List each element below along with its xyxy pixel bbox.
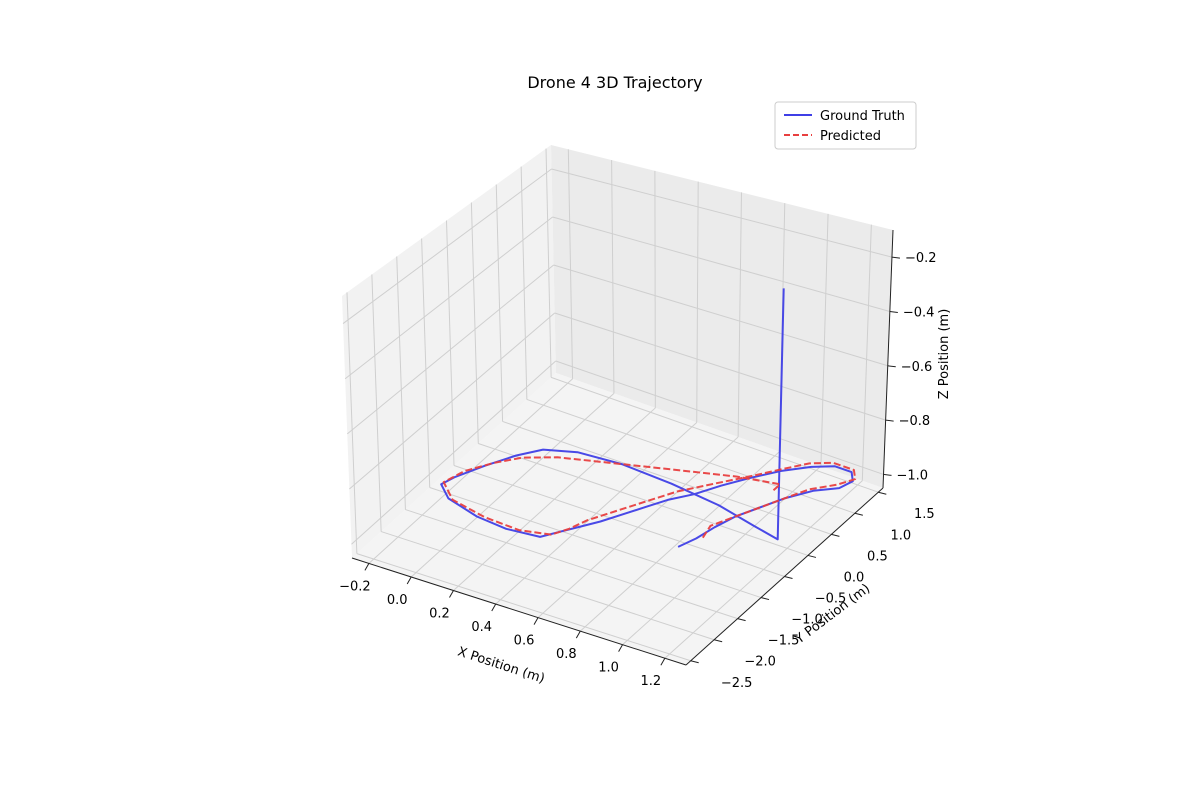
z-tick-label: −0.6 (901, 360, 933, 375)
grid-y-floor (429, 487, 762, 599)
grid-z-left (349, 312, 556, 490)
y-tick-mark (784, 576, 793, 579)
axis-panes (342, 145, 893, 665)
grid-y-left (470, 202, 479, 444)
chart-title: Drone 4 3D Trajectory (527, 73, 702, 92)
grid-x-back (861, 224, 872, 481)
z-tick-label: −0.2 (905, 251, 937, 266)
y-tick-mark (760, 597, 770, 601)
x-tick-label: 0.4 (471, 620, 492, 635)
grid-y-left (396, 256, 406, 510)
x-tick-mark (491, 603, 497, 612)
x-tick-mark (618, 644, 624, 652)
grid-z-left (342, 168, 552, 324)
grid-z-back (554, 312, 886, 421)
grid-y-floor (356, 553, 691, 662)
y-tick-mark (737, 618, 746, 622)
x-tick-mark (533, 617, 539, 625)
grid-y-left (545, 148, 552, 378)
ground-truth-trajectory-line (440, 288, 854, 548)
legend-frame (774, 101, 917, 150)
z-tick-label: −0.8 (899, 414, 931, 429)
legend-predicted-label: Predicted (820, 129, 881, 144)
grid-x-back (737, 192, 742, 438)
z-tick-mark (891, 256, 901, 259)
grid-y-left (421, 238, 431, 488)
grid-z-back (553, 264, 888, 367)
grid-lines (342, 148, 893, 662)
tick-labels: −0.2 0.0 0.2 0.4 0.6 0.8 1.0 1.2 −2.5 −2.0 −1.5 −1.… (339, 251, 936, 691)
grid-y-left (446, 220, 455, 466)
y-tick-mark (714, 639, 723, 643)
grid-y-left (495, 184, 504, 422)
grid-y-floor (380, 531, 715, 641)
grid-z-back (555, 360, 884, 475)
x-tick-label: 0.6 (514, 634, 535, 649)
grid-x-back (696, 181, 699, 423)
y-tick-label: 0.0 (844, 570, 865, 585)
z-tick-label: −1.0 (897, 468, 929, 483)
x-tick-label: 0.0 (387, 593, 408, 608)
x-tick-mark (575, 630, 581, 639)
x-tick-mark (449, 590, 454, 598)
grid-z-back (552, 216, 890, 312)
grid-x-back (820, 213, 829, 467)
pane-back (551, 145, 893, 488)
z-axis-line (882, 229, 894, 489)
y-tick-label: −1.0 (791, 613, 823, 628)
y-tick-label: 0.5 (867, 549, 888, 564)
x-tick-mark (660, 657, 666, 666)
predicted-trajectory-line (442, 456, 857, 539)
z-tick-mark (889, 310, 898, 313)
x-axis-label: X Position (m) (456, 645, 547, 687)
y-tick-label: −2.5 (721, 676, 753, 691)
grid-y-floor (550, 376, 879, 493)
y-tick-label: −1.5 (768, 634, 800, 649)
series-layer (440, 288, 857, 548)
y-tick-mark (878, 491, 887, 495)
y-tick-label: 1.5 (914, 507, 935, 522)
grid-z-left (344, 216, 553, 380)
pane-left (342, 145, 556, 558)
legend: Ground Truth Predicted (774, 101, 917, 150)
y-tick-mark (690, 660, 699, 664)
z-tick-mark (885, 419, 894, 422)
grid-y-floor (453, 465, 785, 577)
z-axis-label: Z Position (m) (937, 309, 952, 400)
grid-y-left (371, 274, 382, 532)
y-tick-label: −0.5 (815, 592, 847, 607)
y-tick-mark (807, 554, 817, 558)
x-tick-label: 0.8 (556, 647, 577, 662)
legend-ground-truth-label: Ground Truth (820, 109, 905, 124)
x-axis-line (351, 557, 687, 666)
y-tick-mark (854, 512, 863, 516)
x-tick-label: 1.2 (641, 674, 662, 689)
grid-y-floor (502, 420, 832, 535)
grid-y-floor (478, 443, 809, 556)
x-tick-label: 0.2 (429, 607, 450, 622)
x-tick-label: 1.0 (598, 661, 619, 676)
x-tick-mark (364, 563, 370, 571)
grid-z-left (346, 264, 554, 435)
x-tick-label: −0.2 (339, 579, 371, 594)
x-tick-mark (406, 576, 412, 585)
z-tick-label: −0.4 (903, 305, 935, 320)
y-tick-label: 1.0 (891, 528, 912, 543)
grid-z-left (351, 360, 557, 545)
grid-x-back (567, 149, 574, 379)
grid-z-back (551, 168, 893, 258)
y-tick-mark (831, 533, 840, 537)
grid-y-floor (405, 509, 738, 620)
grid-y-left (520, 166, 528, 400)
grid-y-left (346, 292, 358, 554)
z-tick-mark (887, 365, 896, 368)
y-tick-label: −2.0 (744, 655, 776, 670)
grid-x-back (611, 160, 615, 394)
z-tick-mark (883, 473, 892, 476)
